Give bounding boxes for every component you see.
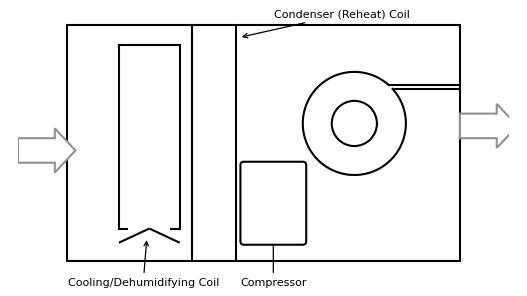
Polygon shape	[460, 104, 518, 148]
Polygon shape	[18, 128, 75, 173]
Text: Cooling/Dehumidifying Coil: Cooling/Dehumidifying Coil	[67, 242, 219, 288]
Circle shape	[332, 101, 377, 146]
Text: Condenser (Reheat) Coil: Condenser (Reheat) Coil	[243, 9, 410, 38]
Text: Compressor: Compressor	[240, 238, 307, 288]
Bar	[67, 25, 460, 261]
FancyBboxPatch shape	[240, 162, 306, 245]
